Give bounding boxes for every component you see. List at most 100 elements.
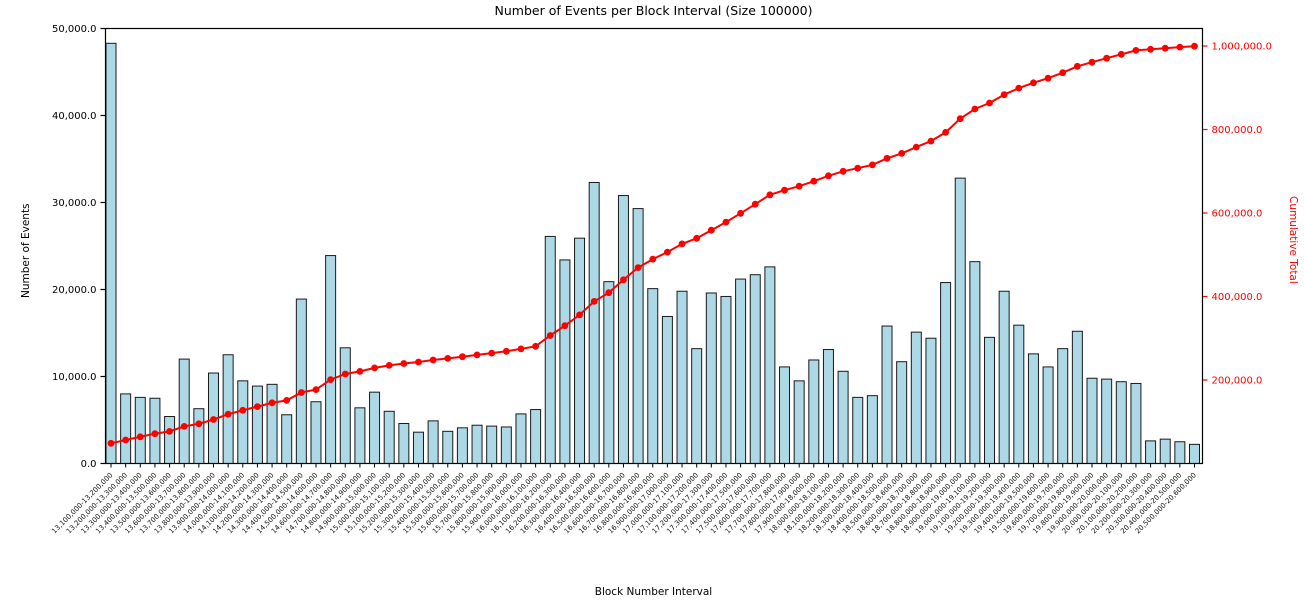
cumulative-marker bbox=[195, 420, 203, 428]
chart-title: Number of Events per Block Interval (Siz… bbox=[494, 3, 813, 18]
bar bbox=[793, 380, 805, 465]
y-tick-label-right: 400,000.0 bbox=[1212, 292, 1263, 303]
bar bbox=[896, 361, 908, 464]
cumulative-marker bbox=[239, 406, 247, 414]
y-tick-label-left: 20,000.0 bbox=[52, 285, 97, 296]
cumulative-marker bbox=[1044, 74, 1052, 82]
bar bbox=[954, 177, 966, 464]
cumulative-marker bbox=[868, 161, 876, 169]
bar bbox=[354, 407, 366, 465]
bar bbox=[1071, 330, 1083, 465]
bar bbox=[456, 427, 468, 464]
cumulative-marker bbox=[488, 349, 496, 357]
cumulative-marker bbox=[1088, 58, 1096, 66]
bar bbox=[588, 181, 600, 465]
bar bbox=[486, 425, 498, 464]
bar bbox=[1130, 382, 1142, 464]
y-tick-label-right: 200,000.0 bbox=[1212, 376, 1263, 387]
cumulative-marker bbox=[986, 99, 993, 107]
bar bbox=[1086, 377, 1098, 464]
y-tick-label-left: 30,000.0 bbox=[52, 198, 97, 209]
bar bbox=[1101, 378, 1113, 464]
bar bbox=[749, 274, 761, 464]
y-tick-label-right: 800,000.0 bbox=[1212, 125, 1263, 136]
bar bbox=[969, 261, 981, 464]
bar bbox=[881, 325, 893, 465]
cumulative-marker bbox=[502, 347, 510, 355]
bar bbox=[295, 298, 307, 464]
y-tick-label-left: 50,000.0 bbox=[52, 24, 97, 35]
cumulative-marker bbox=[283, 397, 291, 404]
y-tick-label-left: 0.0 bbox=[81, 459, 97, 470]
bar bbox=[676, 290, 688, 464]
cumulative-marker bbox=[122, 436, 130, 444]
bar bbox=[1057, 348, 1069, 464]
cumulative-marker bbox=[180, 423, 188, 430]
cumulative-marker bbox=[356, 368, 364, 375]
bar bbox=[412, 431, 424, 464]
cumulative-marker bbox=[459, 353, 466, 361]
cumulative-marker bbox=[327, 376, 335, 383]
cumulative-marker bbox=[737, 209, 745, 217]
cumulative-marker bbox=[663, 248, 671, 256]
y-tick-label-left: 10,000.0 bbox=[52, 372, 97, 383]
cumulative-marker bbox=[341, 370, 349, 378]
bar bbox=[1115, 381, 1127, 464]
cumulative-marker bbox=[605, 289, 613, 297]
bar bbox=[559, 259, 571, 465]
bar bbox=[471, 424, 483, 464]
x-axis-label: Block Number Interval bbox=[594, 586, 713, 598]
cumulative-marker bbox=[781, 186, 788, 194]
bar bbox=[808, 359, 820, 464]
bar bbox=[178, 358, 190, 465]
cumulative-marker bbox=[107, 439, 115, 447]
bar bbox=[764, 266, 776, 464]
bar bbox=[369, 391, 381, 464]
cumulative-marker bbox=[942, 129, 949, 136]
cumulative-marker bbox=[1030, 79, 1037, 87]
bar bbox=[1027, 353, 1039, 465]
y-tick-label-left: 40,000.0 bbox=[52, 111, 97, 122]
bar bbox=[310, 401, 322, 465]
bar bbox=[134, 396, 146, 465]
cumulative-marker bbox=[444, 355, 452, 362]
cumulative-marker bbox=[693, 234, 701, 242]
cumulative-marker bbox=[927, 137, 935, 145]
bar bbox=[251, 385, 263, 465]
cumulative-marker bbox=[385, 362, 393, 369]
bar bbox=[940, 282, 952, 465]
bar bbox=[1174, 441, 1186, 464]
cumulative-marker bbox=[678, 240, 686, 248]
cumulative-marker bbox=[268, 399, 276, 407]
bar bbox=[1013, 324, 1025, 465]
cumulative-marker bbox=[576, 311, 583, 319]
bar bbox=[925, 337, 937, 464]
bar bbox=[720, 295, 732, 464]
bar bbox=[837, 370, 849, 464]
bar bbox=[266, 383, 278, 464]
bar bbox=[852, 396, 864, 465]
plot-spines bbox=[104, 27, 1204, 465]
bar bbox=[603, 281, 615, 465]
bar bbox=[984, 336, 996, 465]
cumulative-marker bbox=[854, 164, 862, 172]
bar bbox=[398, 422, 410, 465]
bar bbox=[442, 430, 454, 464]
bar bbox=[427, 420, 439, 464]
cumulative-marker bbox=[166, 428, 173, 435]
bar bbox=[574, 237, 586, 464]
cumulative-marker bbox=[1000, 91, 1008, 99]
cumulative-marker bbox=[825, 172, 832, 180]
cumulative-marker bbox=[707, 226, 715, 234]
cumulative-marker bbox=[1117, 50, 1125, 58]
cumulative-marker bbox=[751, 200, 759, 208]
bar bbox=[193, 408, 205, 465]
bar bbox=[515, 413, 527, 465]
y-tick-label-right: 600,000.0 bbox=[1212, 209, 1263, 220]
cumulative-marker bbox=[839, 167, 847, 175]
bar bbox=[530, 409, 542, 464]
bar bbox=[866, 395, 878, 465]
bar bbox=[1189, 443, 1200, 464]
cumulative-marker bbox=[620, 276, 627, 284]
